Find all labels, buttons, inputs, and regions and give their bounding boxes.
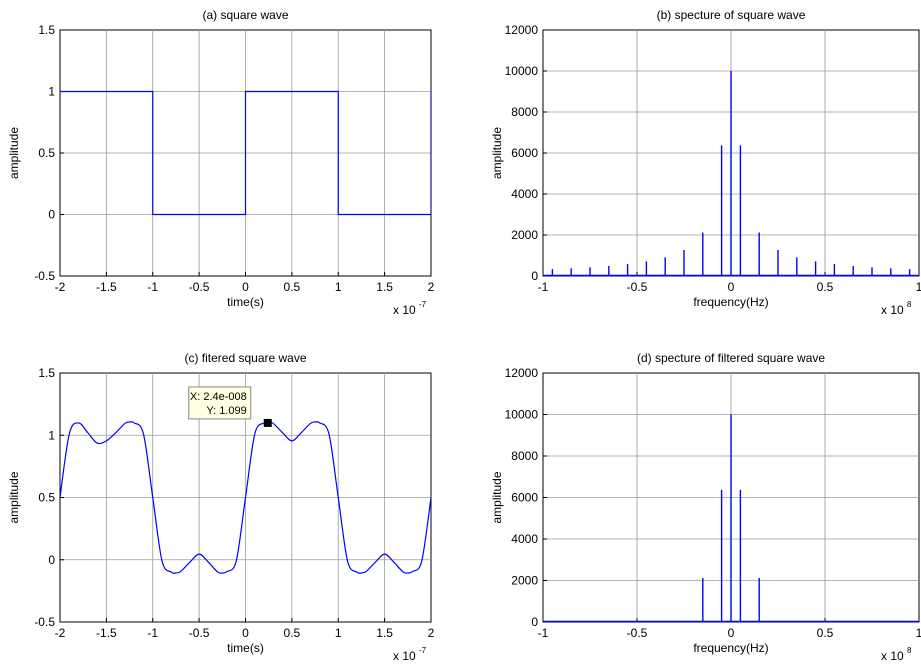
y-tick-label: 0 bbox=[48, 208, 55, 222]
y-tick-label: 0 bbox=[48, 553, 55, 567]
x-tick-label: 1.5 bbox=[376, 626, 393, 640]
y-tick-label: 4000 bbox=[511, 187, 538, 201]
y-tick-label: 1 bbox=[48, 428, 55, 442]
x-tick-label: 0.5 bbox=[817, 626, 834, 640]
datatip-box bbox=[188, 386, 252, 420]
x-axis-label: frequency(Hz) bbox=[693, 295, 768, 309]
chart-title: (d) specture of filtered square wave bbox=[637, 351, 825, 365]
x-exponent-base: x 10 bbox=[881, 649, 904, 663]
x-exponent-base: x 10 bbox=[393, 303, 416, 317]
x-tick-label: -1 bbox=[147, 626, 158, 640]
x-exponent-power: 8 bbox=[907, 300, 912, 309]
y-tick-label: 12000 bbox=[505, 366, 539, 380]
datatip-marker bbox=[263, 418, 272, 427]
y-axis-label: amplitude bbox=[490, 471, 504, 523]
y-axis-label: amplitude bbox=[490, 127, 504, 179]
y-tick-label: -0.5 bbox=[34, 269, 55, 283]
y-tick-label: 2000 bbox=[511, 574, 538, 588]
subplot-b: -1 -0.5 0 0.5 1 0 2000 4000 6000 8000 10000 12000 (b… bbox=[490, 8, 921, 317]
y-tick-label: 1.5 bbox=[38, 366, 55, 380]
x-tick-label: -1.5 bbox=[96, 280, 117, 294]
y-tick-label: 1.5 bbox=[38, 23, 55, 37]
x-tick-label: 0.5 bbox=[817, 280, 834, 294]
chart-title: (a) square wave bbox=[202, 8, 288, 22]
y-tick-label: 4000 bbox=[511, 532, 538, 546]
x-tick-label: 1 bbox=[335, 280, 342, 294]
x-tick-label: 2 bbox=[428, 280, 435, 294]
x-tick-label: 1 bbox=[916, 280, 921, 294]
x-tick-label: 0 bbox=[728, 280, 735, 294]
x-exponent-power: -7 bbox=[419, 646, 427, 655]
x-tick-label: 0 bbox=[242, 280, 249, 294]
x-tick-label: -1 bbox=[538, 626, 549, 640]
x-tick-label: 0 bbox=[728, 626, 735, 640]
y-tick-label: 0.5 bbox=[38, 146, 55, 160]
x-axis-label: time(s) bbox=[227, 641, 264, 655]
x-tick-label: -1 bbox=[538, 280, 549, 294]
subplot-a: -2 -1.5 -1 -0.5 0 0.5 1 1.5 2 -0.5 0 0.5 1 1.5 (a) squ… bbox=[7, 8, 435, 317]
x-axis-label: frequency(Hz) bbox=[693, 641, 768, 655]
x-tick-label: 1.5 bbox=[376, 280, 393, 294]
x-tick-label: 2 bbox=[428, 626, 435, 640]
x-tick-label: -0.5 bbox=[627, 626, 648, 640]
y-tick-label: 8000 bbox=[511, 449, 538, 463]
y-tick-label: -0.5 bbox=[34, 615, 55, 629]
x-exponent-power: 8 bbox=[907, 646, 912, 655]
data-series-line bbox=[60, 90, 431, 216]
x-exponent-power: -7 bbox=[419, 300, 427, 309]
x-tick-label: -1 bbox=[147, 280, 158, 294]
y-tick-label: 6000 bbox=[511, 146, 538, 160]
x-exponent-base: x 10 bbox=[881, 303, 904, 317]
x-tick-label: -1.5 bbox=[96, 626, 117, 640]
chart-title: (b) specture of square wave bbox=[657, 8, 806, 22]
y-tick-label: 12000 bbox=[505, 23, 539, 37]
x-tick-label: -2 bbox=[55, 626, 66, 640]
x-tick-label: 0 bbox=[242, 626, 249, 640]
y-tick-label: 6000 bbox=[511, 491, 538, 505]
y-tick-label: 2000 bbox=[511, 228, 538, 242]
x-tick-label: -0.5 bbox=[189, 626, 210, 640]
y-tick-label: 10000 bbox=[505, 64, 539, 78]
y-tick-label: 0 bbox=[531, 269, 538, 283]
y-tick-label: 0 bbox=[531, 615, 538, 629]
y-tick-label: 10000 bbox=[505, 408, 539, 422]
x-tick-label: 1 bbox=[916, 626, 921, 640]
y-tick-label: 1 bbox=[48, 85, 55, 99]
chart-title: (c) fitered square wave bbox=[184, 351, 306, 365]
y-axis-label: amplitude bbox=[7, 471, 21, 523]
x-axis-label: time(s) bbox=[227, 295, 264, 309]
subplot-d: -1 -0.5 0 0.5 1 0 2000 4000 6000 8000 10000 12000 (d… bbox=[490, 351, 921, 663]
y-tick-label: 8000 bbox=[511, 105, 538, 119]
x-tick-label: -0.5 bbox=[189, 280, 210, 294]
x-exponent-base: x 10 bbox=[393, 649, 416, 663]
subplot-c: -2 -1.5 -1 -0.5 0 0.5 1 1.5 2 -0.5 0 0.5 1 1.5 (c) fit… bbox=[7, 351, 435, 663]
y-axis-label: amplitude bbox=[7, 127, 21, 179]
data-series-line bbox=[60, 421, 431, 574]
x-tick-label: -2 bbox=[55, 280, 66, 294]
x-tick-label: -0.5 bbox=[627, 280, 648, 294]
datatip-y-value: Y: 1.099 bbox=[206, 405, 246, 417]
y-tick-label: 0.5 bbox=[38, 491, 55, 505]
x-tick-label: 0.5 bbox=[284, 626, 301, 640]
datatip-x-value: X: 2.4e-008 bbox=[190, 391, 247, 403]
x-tick-label: 1 bbox=[335, 626, 342, 640]
x-tick-label: 0.5 bbox=[284, 280, 301, 294]
